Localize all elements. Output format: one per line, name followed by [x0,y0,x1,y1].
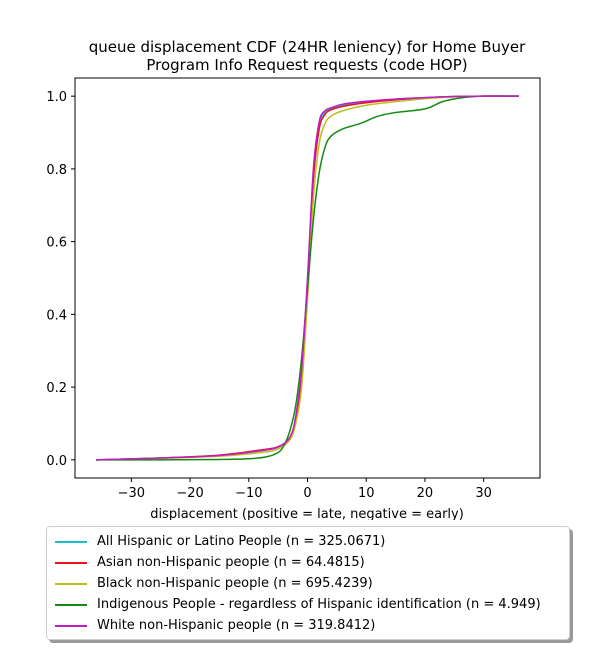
x-tick-label: 0 [303,486,311,501]
legend-swatch [55,603,87,606]
legend-label: All Hispanic or Latino People (n = 325.0… [97,534,386,549]
x-tick-label: 30 [475,486,492,501]
y-tick-label: 0.2 [46,381,67,396]
legend-label: Asian non-Hispanic people (n = 64.4815) [97,555,365,570]
legend-swatch [55,582,87,585]
x-tick-label: 20 [417,486,434,501]
legend: All Hispanic or Latino People (n = 325.0… [46,526,570,640]
legend-label: White non-Hispanic people (n = 319.8412) [97,618,376,633]
y-tick-label: 0.4 [46,308,67,323]
legend-entry: Asian non-Hispanic people (n = 64.4815) [47,552,569,573]
x-axis-label: displacement (positive = late, negative … [150,507,464,520]
chart-title-line-1: queue displacement CDF (24HR leniency) f… [89,38,526,56]
series-line-4 [96,95,519,461]
x-tick-label: −20 [176,486,203,501]
legend-label: Indigenous People - regardless of Hispan… [97,597,541,612]
legend-entry: All Hispanic or Latino People (n = 325.0… [47,531,569,552]
legend-swatch [55,624,87,627]
legend-entry: Indigenous People - regardless of Hispan… [47,594,569,615]
legend-entry: White non-Hispanic people (n = 319.8412) [47,615,569,636]
y-tick-label: 0.6 [46,236,67,251]
y-tick-label: 1.0 [46,90,67,105]
legend-entry: Black non-Hispanic people (n = 695.4239) [47,573,569,594]
x-tick-label: −30 [118,486,145,501]
legend-swatch [55,561,87,564]
y-tick-label: 0.0 [46,454,67,469]
series-line-2 [96,95,519,461]
y-tick-label: 0.8 [46,163,67,178]
series-line-3 [96,95,519,461]
x-axis-ticks: −30 −20 −10 0 10 20 30 [118,478,492,501]
legend-swatch [55,540,87,543]
legend-label: Black non-Hispanic people (n = 695.4239) [97,576,373,591]
plot-lines [96,95,519,461]
y-axis-ticks: 0.0 0.2 0.4 0.6 0.8 1.0 [46,90,75,469]
chart: queue displacement CDF (24HR leniency) f… [46,38,541,520]
chart-title-line-2: Program Info Request requests (code HOP) [146,56,467,74]
x-tick-label: 10 [358,486,375,501]
x-tick-label: −10 [235,486,262,501]
